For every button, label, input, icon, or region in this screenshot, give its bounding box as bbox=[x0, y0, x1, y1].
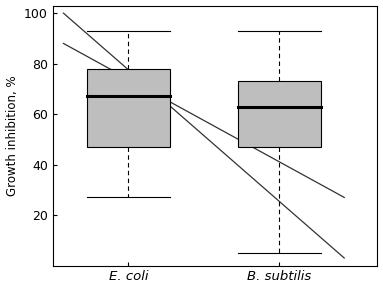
Bar bbox=[87, 69, 170, 147]
Bar bbox=[238, 81, 321, 147]
Y-axis label: Growth inhibition, %: Growth inhibition, % bbox=[6, 75, 18, 196]
